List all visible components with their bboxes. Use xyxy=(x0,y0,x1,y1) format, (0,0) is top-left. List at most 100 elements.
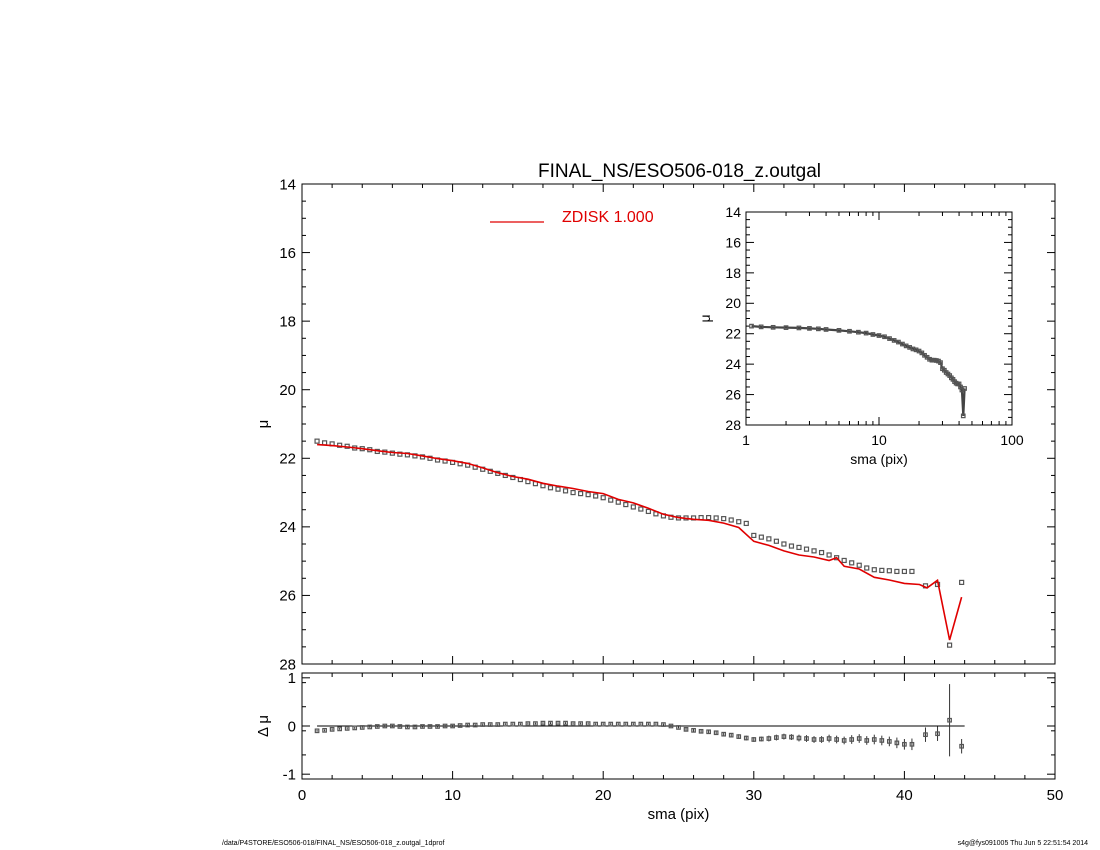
residual-data-point xyxy=(923,732,928,738)
main-ytick-label: 14 xyxy=(279,176,296,193)
footer-file-path: /data/P4STORE/ESO506-018/FINAL_NS/ESO506… xyxy=(222,840,445,847)
residual-data-point xyxy=(615,721,621,727)
inset-data-point xyxy=(749,323,754,329)
residual-data-point xyxy=(510,721,516,727)
main-ytick-label: 22 xyxy=(279,451,296,468)
residual-data-point xyxy=(638,721,644,727)
inset-data-point xyxy=(823,327,829,332)
residual-data-point xyxy=(533,721,538,726)
residual-data-point xyxy=(728,732,734,738)
residual-data-point xyxy=(465,722,471,728)
residual-data-point xyxy=(947,717,952,723)
main-data-point xyxy=(638,506,644,512)
residual-data-point xyxy=(864,738,870,743)
residual-data-point xyxy=(743,735,749,741)
main-data-point xyxy=(630,504,636,510)
main-data-point xyxy=(623,501,629,508)
main-data-point xyxy=(811,548,817,554)
inset-xtick-label: 100 xyxy=(1000,432,1024,448)
main-profile-panel: 14 16 18 20 22 24 26 28 FINAL_NS/ESO506-018_z.ou… xyxy=(255,161,1056,673)
main-chart-title: FINAL_NS/ESO506-018_z.outgal xyxy=(538,161,821,182)
residual-data-point xyxy=(480,722,486,727)
residual-data-point xyxy=(721,731,727,737)
inset-data-point xyxy=(919,350,925,356)
residual-ytick-label: -1 xyxy=(283,766,296,783)
residual-data-point xyxy=(502,721,508,727)
residual-data-point xyxy=(540,720,546,726)
inset-ytick-label: 22 xyxy=(725,326,741,342)
residual-data-point xyxy=(563,720,568,726)
residual-data-point xyxy=(374,724,380,729)
main-data-point xyxy=(796,544,802,551)
residual-data-point xyxy=(412,724,418,730)
main-data-point xyxy=(788,543,795,549)
residual-data-point xyxy=(608,721,614,727)
main-data-point xyxy=(901,568,908,575)
residual-data-point xyxy=(751,737,757,742)
inset-frame xyxy=(745,211,1013,426)
inset-data-point xyxy=(870,332,876,337)
inset-data-point xyxy=(856,329,861,335)
inset-data-point xyxy=(863,330,869,336)
residual-data-point xyxy=(909,741,915,747)
residual-xtick-label: 50 xyxy=(1047,787,1064,804)
main-data-point xyxy=(608,497,614,503)
inset-xtick-label: 1 xyxy=(742,432,750,448)
residual-data-point xyxy=(487,722,493,727)
residual-data-point xyxy=(849,737,855,742)
residual-data-point xyxy=(902,741,907,747)
residual-data-point xyxy=(826,736,832,741)
inset-ytick-label: 14 xyxy=(725,204,741,220)
main-data-point xyxy=(849,560,855,566)
main-data-point xyxy=(856,562,862,568)
residual-data-point xyxy=(344,726,350,731)
inset-data-point xyxy=(962,386,967,391)
main-data-point xyxy=(781,541,787,547)
residual-data-point xyxy=(427,724,433,729)
inset-data-point xyxy=(796,325,802,331)
residual-data-point xyxy=(623,721,629,727)
main-data-point xyxy=(645,508,651,515)
residual-data-point xyxy=(442,723,448,729)
inset-data-point xyxy=(891,338,897,343)
residual-data-point xyxy=(856,736,862,741)
inset-data-point xyxy=(836,328,842,333)
inset-ytick-label: 24 xyxy=(725,356,741,372)
main-data-point xyxy=(879,567,885,574)
inset-data-point xyxy=(758,324,764,330)
inset-y-axis-label: μ xyxy=(697,314,713,322)
inset-xtick-label: 10 xyxy=(871,432,887,448)
residual-data-point xyxy=(834,737,839,742)
residual-data-point xyxy=(390,723,395,729)
main-data-point xyxy=(751,532,757,539)
residual-ytick-label: 0 xyxy=(288,718,296,735)
residual-data-point xyxy=(570,721,576,726)
main-data-point xyxy=(743,520,749,527)
main-data-point xyxy=(946,642,953,648)
inset-data-point xyxy=(960,413,966,419)
residual-data-point xyxy=(819,737,824,742)
residual-xtick-label: 0 xyxy=(298,787,306,804)
main-data-point xyxy=(803,546,810,552)
main-ytick-label: 28 xyxy=(279,656,296,673)
residual-data-point xyxy=(796,735,802,741)
residual-data-point xyxy=(668,723,674,729)
residual-data-point xyxy=(472,722,478,728)
residual-data-point xyxy=(661,722,666,727)
residual-data-point xyxy=(774,735,779,740)
residual-data-point xyxy=(879,738,885,743)
main-ytick-label: 20 xyxy=(279,382,296,399)
inset-data-point xyxy=(887,336,892,341)
inset-log-profile-panel: 14 16 18 20 22 24 26 281 10 100 sma (pix) μ xyxy=(697,204,1024,467)
main-data-point xyxy=(562,488,569,494)
main-data-point xyxy=(826,552,832,558)
residual-data-point xyxy=(593,721,599,727)
residual-data-point xyxy=(653,721,659,727)
residual-data-point xyxy=(450,723,455,729)
main-data-point xyxy=(736,519,742,525)
main-ytick-label: 16 xyxy=(279,245,296,262)
inset-data-point xyxy=(847,328,852,334)
residual-data-point xyxy=(646,721,651,727)
residual-data-point xyxy=(811,737,817,742)
main-data-point xyxy=(593,493,599,499)
